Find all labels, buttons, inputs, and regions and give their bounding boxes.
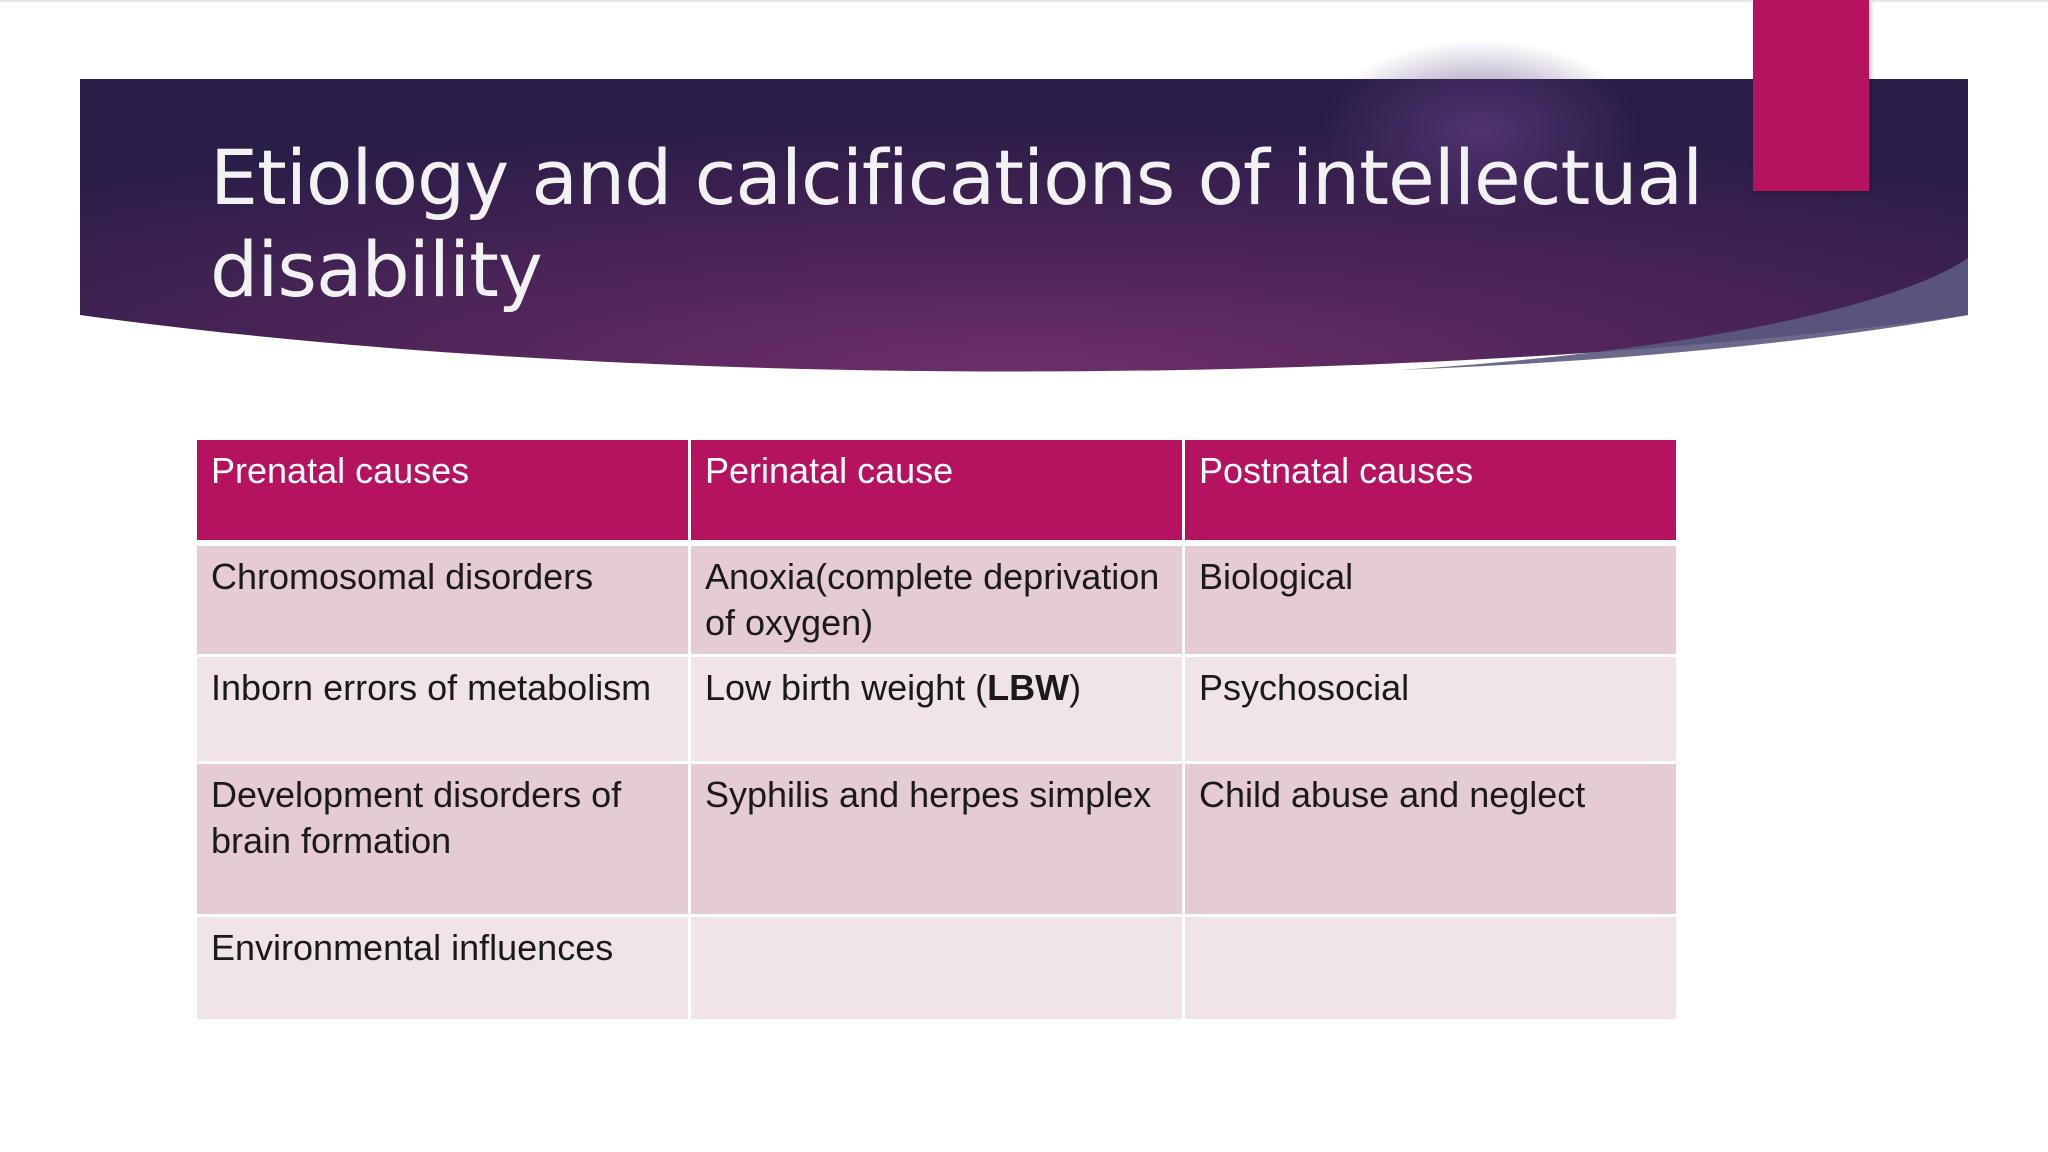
table-header-row: Prenatal causes Perinatal cause Postnata… <box>194 437 1679 546</box>
cell-prenatal: Development disorders of brain formation <box>194 761 691 917</box>
table-row: Environmental influences <box>194 914 1679 1022</box>
header-postnatal: Postnatal causes <box>1182 437 1679 546</box>
cell-perinatal: Anoxia(complete deprivation of oxygen) <box>688 541 1185 657</box>
title-banner <box>80 40 1968 372</box>
cell-postnatal <box>1182 914 1679 1022</box>
header-prenatal: Prenatal causes <box>194 437 691 546</box>
cell-postnatal: Biological <box>1182 541 1679 657</box>
perinatal-text: Low birth weight ( <box>705 667 988 708</box>
cell-perinatal: Syphilis and herpes simplex <box>688 761 1185 917</box>
slide-title: Etiology and calcifications of intellect… <box>210 133 1703 314</box>
causes-table: Prenatal causes Perinatal cause Postnata… <box>194 437 1679 1022</box>
cell-prenatal: Inborn errors of metabolism <box>194 654 691 764</box>
header-perinatal: Perinatal cause <box>688 437 1185 546</box>
cell-prenatal: Environmental influences <box>194 914 691 1022</box>
table-row: Inborn errors of metabolism Low birth we… <box>194 654 1679 764</box>
table-row: Chromosomal disorders Anoxia(complete de… <box>194 541 1679 657</box>
cell-postnatal: Psychosocial <box>1182 654 1679 764</box>
top-divider <box>0 0 2048 2</box>
lbw-abbreviation: LBW <box>987 667 1070 708</box>
perinatal-text-end: ) <box>1069 667 1082 708</box>
cell-perinatal <box>688 914 1185 1022</box>
table-row: Development disorders of brain formation… <box>194 761 1679 917</box>
accent-bar <box>1753 0 1869 191</box>
cell-perinatal: Low birth weight (LBW) <box>688 654 1185 764</box>
cell-postnatal: Child abuse and neglect <box>1182 761 1679 917</box>
cell-prenatal: Chromosomal disorders <box>194 541 691 657</box>
